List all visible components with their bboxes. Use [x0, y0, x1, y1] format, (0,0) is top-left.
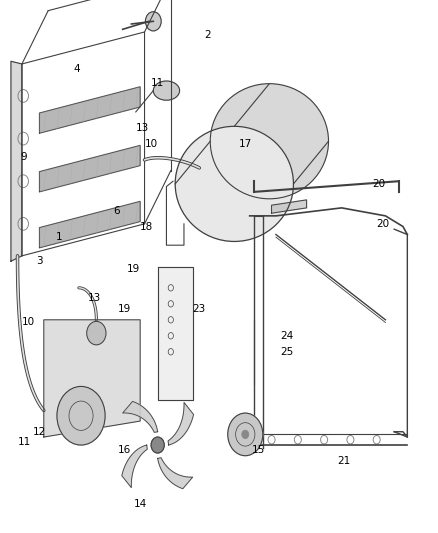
Circle shape [228, 413, 263, 456]
Polygon shape [122, 445, 147, 488]
Polygon shape [158, 458, 193, 489]
Text: 17: 17 [239, 139, 252, 149]
Text: 20: 20 [377, 219, 390, 229]
Text: 19: 19 [118, 304, 131, 314]
Text: 25: 25 [280, 347, 293, 357]
Text: 20: 20 [372, 179, 385, 189]
Polygon shape [158, 266, 193, 400]
Text: 24: 24 [280, 331, 293, 341]
Text: 15: 15 [252, 446, 265, 455]
Polygon shape [11, 61, 22, 261]
Text: 9: 9 [21, 152, 28, 162]
Circle shape [151, 437, 164, 453]
Text: 18: 18 [140, 222, 153, 231]
Ellipse shape [175, 126, 293, 241]
Circle shape [145, 12, 161, 31]
Circle shape [87, 321, 106, 345]
Text: 12: 12 [33, 427, 46, 437]
Text: 2: 2 [205, 30, 212, 39]
Circle shape [242, 430, 249, 439]
Polygon shape [44, 320, 140, 437]
Text: 4: 4 [73, 64, 80, 74]
Text: 14: 14 [134, 499, 147, 508]
Text: 21: 21 [337, 456, 350, 466]
Polygon shape [39, 201, 140, 248]
Text: 16: 16 [118, 446, 131, 455]
Ellipse shape [153, 81, 180, 100]
Text: 10: 10 [22, 318, 35, 327]
Text: 23: 23 [193, 304, 206, 314]
Polygon shape [123, 401, 158, 432]
Text: 13: 13 [88, 294, 101, 303]
Text: 3: 3 [36, 256, 43, 266]
Text: 1: 1 [56, 232, 63, 242]
Circle shape [57, 386, 105, 445]
Text: 6: 6 [113, 206, 120, 215]
Text: 11: 11 [18, 438, 31, 447]
Polygon shape [39, 146, 140, 192]
Text: 19: 19 [127, 264, 140, 274]
Text: 11: 11 [151, 78, 164, 87]
Polygon shape [168, 402, 194, 445]
Text: 13: 13 [136, 123, 149, 133]
Ellipse shape [210, 84, 328, 199]
Text: 10: 10 [145, 139, 158, 149]
Polygon shape [39, 87, 140, 133]
Polygon shape [272, 200, 307, 213]
